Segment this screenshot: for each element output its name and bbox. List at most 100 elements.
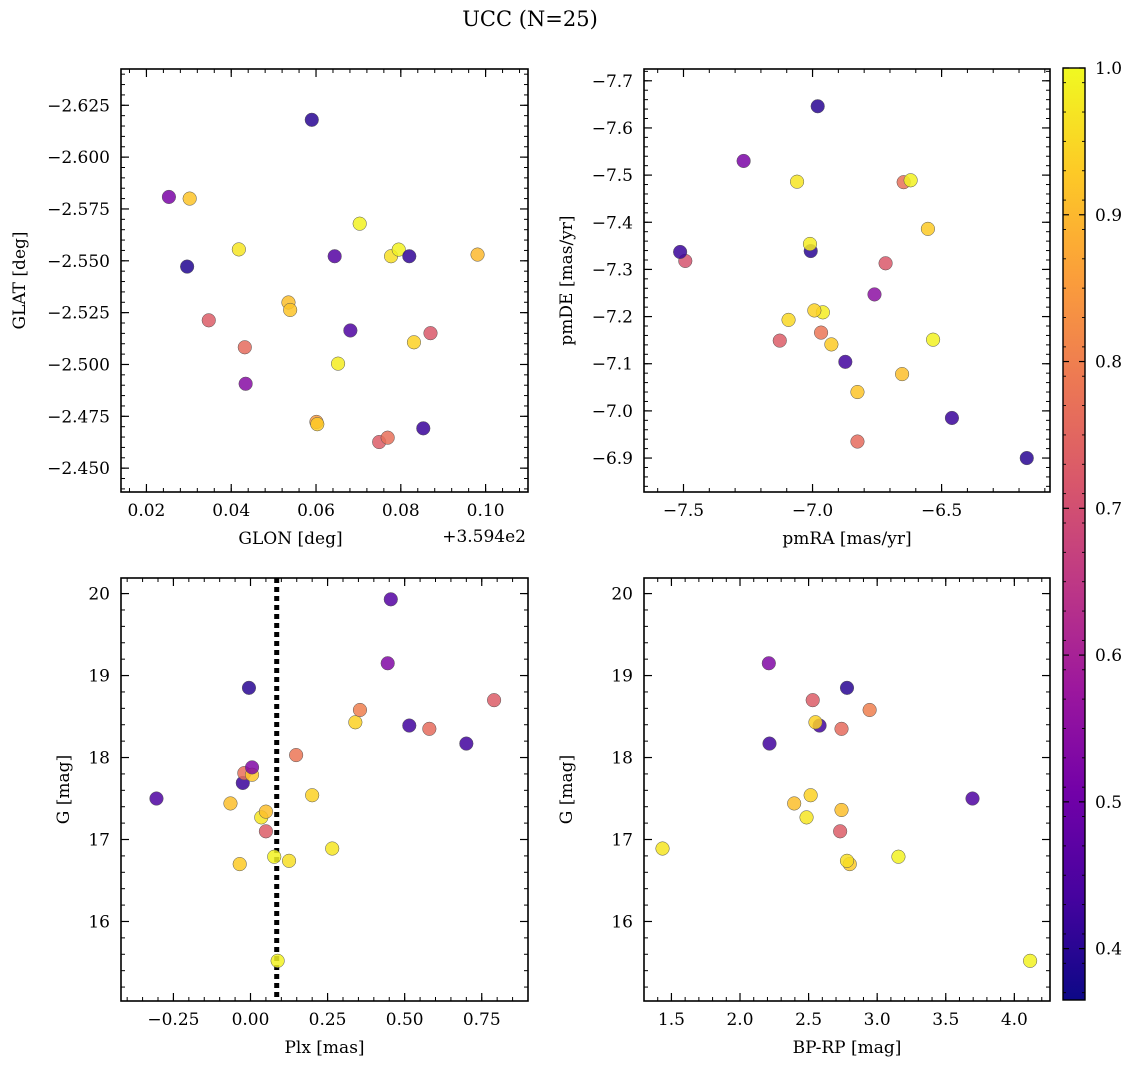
- data-point: [944, 410, 959, 426]
- scatter-points: [149, 578, 502, 1001]
- x-axis-label: GLON [deg]: [238, 529, 342, 549]
- plot-frame: [643, 577, 1051, 1002]
- colorbar-tick-label: 1.0: [1095, 59, 1122, 79]
- data-point: [402, 718, 417, 733]
- data-point: [808, 715, 823, 730]
- x-tick-label: −7.5: [663, 501, 704, 521]
- data-point: [790, 174, 805, 189]
- y-tick-label: −7.7: [592, 72, 633, 92]
- data-point: [824, 337, 839, 352]
- x-tick-label: 0.02: [128, 501, 166, 521]
- y-tick-label: −7.5: [592, 166, 633, 186]
- y-tick-label: 17: [88, 831, 110, 851]
- y-tick-label: −2.525: [47, 304, 110, 324]
- data-point: [781, 312, 796, 327]
- data-point: [803, 788, 818, 803]
- y-axis-label: G [mag]: [557, 755, 577, 824]
- data-point: [267, 849, 282, 864]
- data-point: [814, 325, 829, 340]
- data-point: [283, 302, 298, 317]
- data-point: [305, 788, 320, 803]
- y-tick-label: 19: [611, 667, 633, 687]
- data-point: [391, 242, 406, 257]
- colorbar-tick-label: 0.9: [1095, 206, 1122, 226]
- y-tick-label: −7.2: [592, 308, 633, 328]
- data-point: [802, 236, 818, 252]
- x-tick-label: −0.25: [147, 1010, 199, 1030]
- data-point: [380, 430, 395, 445]
- panel-1: 0.02 0.04 0.06 0.08 0.10 −2.450 −2.475 −2.500 −2…: [10, 68, 529, 549]
- colorbar-tick-label: 0.6: [1095, 646, 1122, 666]
- data-point: [380, 656, 395, 671]
- scatter-points: [673, 99, 1034, 466]
- y-tick-label: −7.6: [592, 119, 633, 139]
- data-point: [807, 303, 822, 318]
- y-tick-label: −7.3: [592, 260, 633, 280]
- data-point: [232, 857, 247, 872]
- data-point: [331, 356, 346, 371]
- y-tick-label: −7.4: [592, 213, 633, 233]
- data-point: [850, 384, 865, 400]
- panel-2: −7.5 −7.0 −6.5 −6.9 −7.0 −7.1 −7.2 −7.3 −7.4 −7.5…: [557, 68, 1051, 549]
- data-point: [1019, 450, 1034, 466]
- data-point: [237, 340, 252, 355]
- y-tick-label: 16: [611, 912, 633, 932]
- x-tick-label: 4.0: [1001, 1010, 1028, 1030]
- data-point: [406, 335, 422, 350]
- data-point: [258, 824, 273, 839]
- y-tick-label: 20: [88, 585, 110, 605]
- scatter-points: [161, 112, 485, 450]
- y-axis-label: G [mag]: [54, 755, 74, 824]
- y-tick-label: −2.550: [47, 252, 110, 272]
- data-point: [352, 702, 368, 718]
- y-tick-label: −2.450: [47, 459, 110, 479]
- data-point: [762, 736, 777, 751]
- y-tick-label: −2.575: [47, 200, 110, 220]
- x-tick-label: 0.75: [463, 1010, 501, 1030]
- data-point: [862, 702, 877, 718]
- colorbar-tick-label: 0.5: [1095, 793, 1122, 813]
- data-point: [736, 153, 751, 169]
- data-point: [787, 796, 802, 811]
- data-point: [673, 244, 688, 260]
- y-tick-label: 20: [611, 585, 633, 605]
- data-point: [327, 249, 342, 264]
- data-point: [289, 748, 304, 763]
- y-tick-label: 18: [611, 749, 633, 769]
- colorbar-tick-label: 0.8: [1095, 353, 1122, 373]
- data-point: [383, 592, 398, 607]
- scatter-points: [655, 656, 1038, 968]
- data-point: [839, 680, 855, 695]
- x-axis-label: BP-RP [mag]: [793, 1038, 902, 1058]
- x-tick-label: 3.0: [864, 1010, 891, 1030]
- data-point: [878, 256, 893, 271]
- data-point: [926, 332, 941, 347]
- data-point: [895, 367, 910, 382]
- panel-4: 1.5 2.0 2.5 3.0 3.5 4.0 16 17 18 19 20 BP-RP [mag] G…: [557, 577, 1051, 1058]
- x-tick-label: −6.5: [921, 501, 962, 521]
- data-point: [459, 736, 474, 751]
- x-tick-label: 0.10: [467, 501, 505, 521]
- data-point: [834, 721, 849, 736]
- data-point: [149, 791, 164, 806]
- data-point: [241, 680, 257, 695]
- data-point: [839, 853, 855, 868]
- plot-frame: [120, 577, 529, 1002]
- colorbar-tick-label: 0.4: [1095, 940, 1122, 960]
- data-point: [325, 841, 340, 856]
- data-point: [833, 824, 848, 839]
- data-point: [416, 421, 431, 436]
- data-point: [304, 112, 319, 127]
- x-tick-label: 2.0: [726, 1010, 753, 1030]
- x-axis-label: Plx [mas]: [284, 1038, 364, 1058]
- x-tick-label: 2.5: [795, 1010, 822, 1030]
- data-point: [810, 99, 825, 114]
- x-axis-label: pmRA [mas/yr]: [782, 529, 911, 549]
- data-point: [281, 853, 297, 868]
- x-tick-label: −7.0: [792, 501, 833, 521]
- data-point: [244, 760, 260, 775]
- data-point: [423, 326, 438, 341]
- data-point: [238, 376, 253, 391]
- data-point: [891, 849, 906, 864]
